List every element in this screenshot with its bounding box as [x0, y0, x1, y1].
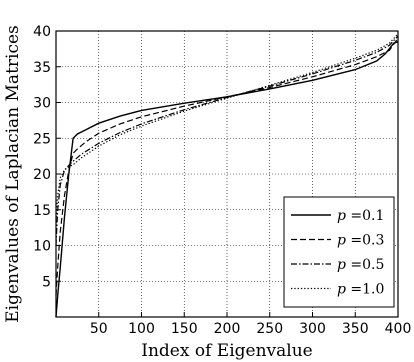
y-tick-label: 20 [33, 167, 51, 183]
y-tick-label: 30 [33, 96, 51, 112]
x-tick-label: 150 [171, 321, 198, 337]
series-lines [55, 33, 399, 318]
y-tick-label: 10 [33, 239, 51, 255]
y-tick-label: 25 [33, 131, 51, 147]
y-axis-title: Eigenvalues of Laplacian Matrices [3, 25, 23, 323]
x-tick-label: 200 [214, 321, 241, 337]
x-axis-title: Index of Eigenvalue [141, 341, 312, 361]
x-tick-labels: 50 100 150 200 250 300 350 400 [90, 321, 412, 337]
legend-label: p =1.0 [337, 282, 384, 298]
series-line-0-3 [55, 37, 399, 296]
x-tick-label: 100 [128, 321, 155, 337]
series-line-1-0 [55, 33, 399, 221]
axis-ticks [56, 30, 399, 317]
x-tick-label: 400 [385, 321, 412, 337]
y-tick-label: 35 [33, 60, 51, 76]
y-tick-label: 15 [33, 203, 51, 219]
x-tick-label: 250 [256, 321, 283, 337]
legend-label: p =0.3 [337, 233, 384, 249]
x-tick-label: 50 [90, 321, 108, 337]
y-tick-labels: 5 10 15 20 25 30 35 40 [33, 24, 51, 290]
series-line-0-5 [55, 35, 399, 246]
x-tick-label: 350 [342, 321, 369, 337]
legend: p =0.1 p =0.3 p =0.5 p =1.0 [283, 196, 395, 308]
y-tick-label: 5 [42, 274, 51, 290]
series-line-0-1 [55, 41, 399, 318]
y-tick-label: 40 [33, 24, 51, 40]
legend-label: p =0.1 [337, 208, 384, 224]
legend-label: p =0.5 [337, 257, 384, 273]
x-tick-label: 300 [299, 321, 326, 337]
